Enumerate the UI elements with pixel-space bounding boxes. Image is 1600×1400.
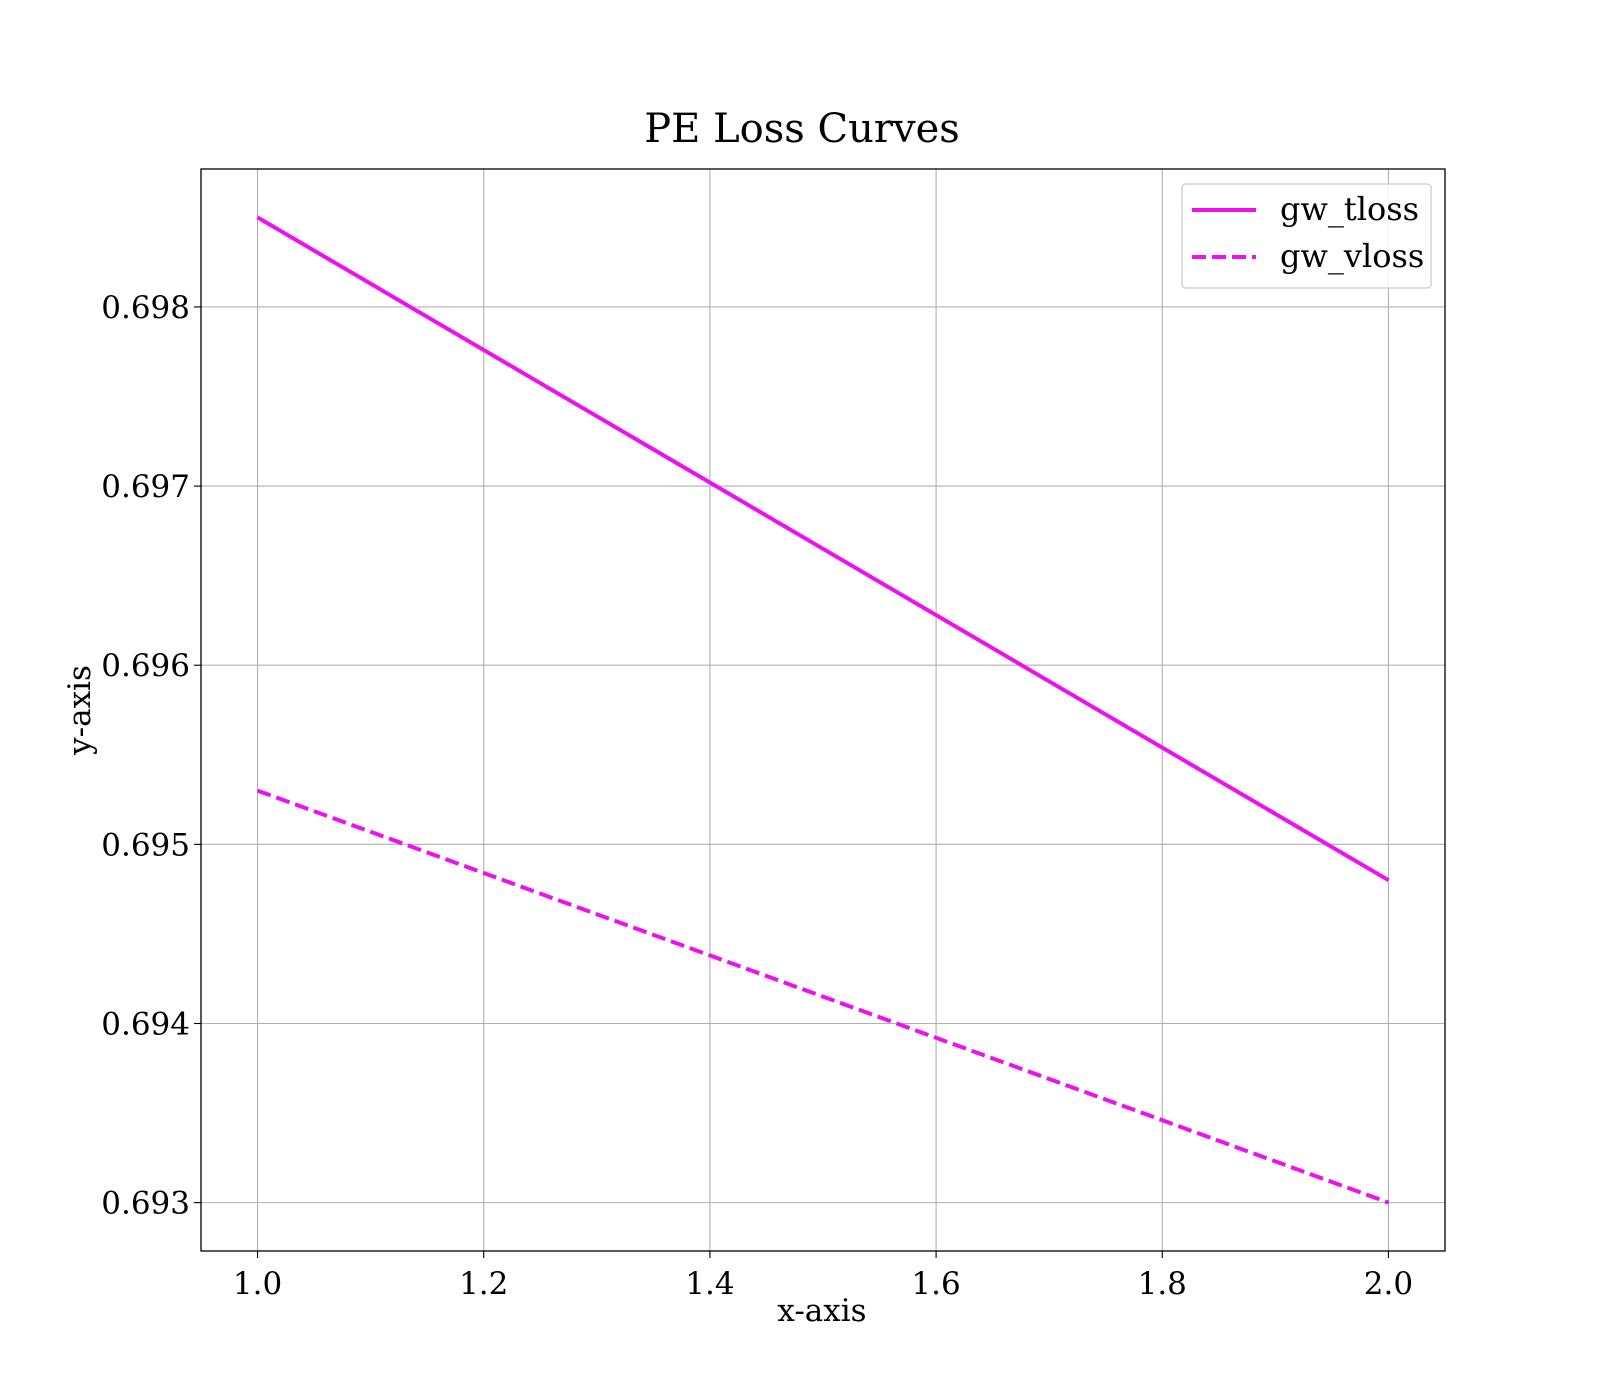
y-ticks: 0.693 0.694 0.695 0.696 0.697 0.698 [101, 290, 201, 1222]
series-line-gw-vloss [256, 788, 1390, 1205]
y-tick-label: 0.695 [101, 827, 190, 863]
x-tick-label: 1.0 [233, 1266, 282, 1302]
legend-label-gw-tloss: gw_tloss [1280, 190, 1419, 228]
y-tick-label: 0.697 [101, 469, 190, 505]
chart-title: PE Loss Curves [644, 106, 960, 152]
x-tick-label: 1.6 [911, 1266, 960, 1302]
legend: gw_tloss gw_vloss [1181, 183, 1432, 289]
x-tick-label: 1.4 [685, 1266, 734, 1302]
x-axis-label: x-axis [777, 1293, 866, 1329]
x-tick-label: 2.0 [1364, 1266, 1413, 1302]
y-tick-label: 0.696 [101, 648, 190, 684]
y-tick-label: 0.694 [101, 1006, 190, 1042]
y-tick-label: 0.693 [101, 1186, 190, 1222]
legend-label-gw-vloss: gw_vloss [1280, 237, 1424, 275]
series-layer [256, 215, 1390, 1205]
x-ticks: 1.0 1.2 1.4 1.6 1.8 2.0 [233, 1251, 1413, 1302]
y-tick-label: 0.698 [101, 290, 190, 326]
y-axis-label: y-axis [62, 665, 98, 756]
plot-frame [200, 168, 1446, 1252]
series-line-gw-tloss [256, 215, 1390, 882]
grid [201, 169, 1445, 1251]
x-tick-label: 1.2 [459, 1266, 508, 1302]
x-tick-label: 1.8 [1138, 1266, 1187, 1302]
